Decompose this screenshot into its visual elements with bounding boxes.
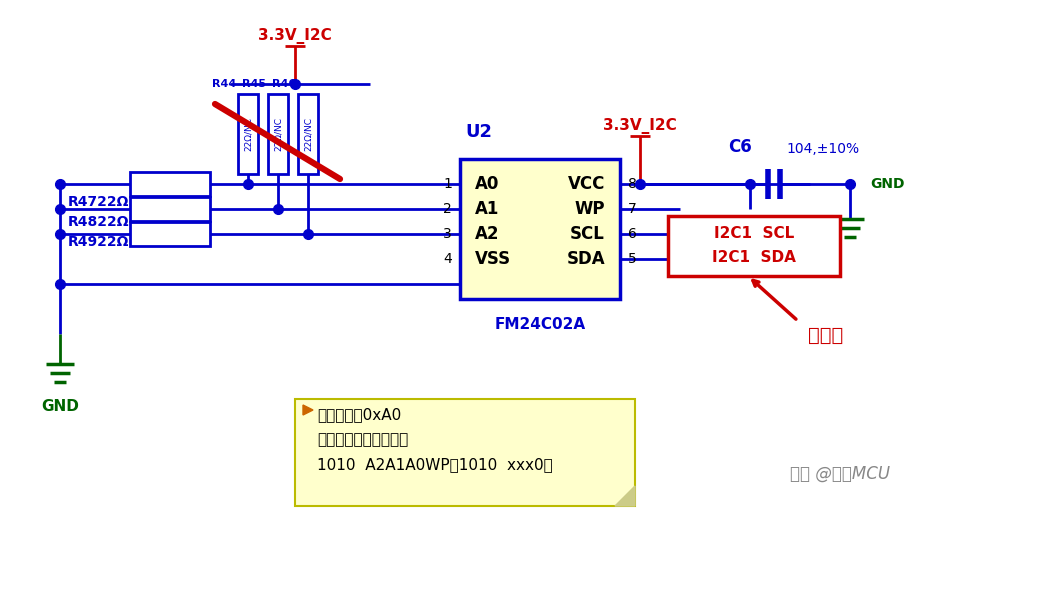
Text: A1: A1 — [475, 200, 500, 218]
Bar — [130, 222, 210, 246]
Text: 22Ω/NC: 22Ω/NC — [304, 117, 312, 151]
Polygon shape — [615, 486, 635, 506]
Text: 3.3V_I2C: 3.3V_I2C — [258, 28, 332, 44]
Text: A0: A0 — [475, 175, 500, 193]
Text: 3: 3 — [443, 227, 452, 241]
Text: 6: 6 — [628, 227, 637, 241]
Text: WP: WP — [575, 200, 605, 218]
Text: 8: 8 — [628, 177, 637, 191]
Text: SCL: SCL — [570, 225, 605, 243]
Bar — [238, 94, 258, 174]
Text: 3.3V_I2C: 3.3V_I2C — [603, 118, 677, 134]
Text: U2: U2 — [465, 123, 492, 141]
Text: A2: A2 — [475, 225, 500, 243]
Text: 地址默认：0xA0: 地址默认：0xA0 — [318, 407, 401, 422]
Text: 1: 1 — [443, 177, 452, 191]
Text: R4922Ω: R4922Ω — [68, 235, 129, 249]
Polygon shape — [303, 405, 313, 415]
Text: 5: 5 — [628, 252, 637, 266]
Text: 通过电阔可选配地址：: 通过电阔可选配地址： — [318, 432, 408, 447]
Text: 22Ω/NC: 22Ω/NC — [244, 117, 253, 151]
Text: 7: 7 — [628, 202, 637, 216]
Bar — [130, 172, 210, 196]
Bar — [295, 399, 635, 506]
Text: 22Ω/NC: 22Ω/NC — [274, 117, 282, 151]
Text: 4: 4 — [443, 252, 452, 266]
Text: GND: GND — [41, 399, 79, 414]
Text: C6: C6 — [729, 138, 752, 156]
Bar — [130, 197, 210, 221]
Text: FM24C02A: FM24C02A — [494, 317, 585, 332]
Text: R44: R44 — [211, 79, 236, 89]
Text: I2C1  SDA: I2C1 SDA — [712, 251, 796, 266]
Text: R4822Ω: R4822Ω — [68, 215, 129, 229]
Text: 知乎 @兔子MCU: 知乎 @兔子MCU — [790, 465, 890, 483]
Text: I2C1  SCL: I2C1 SCL — [714, 226, 794, 242]
Text: 104,±10%: 104,±10% — [786, 142, 859, 156]
Text: 1010  A2A1A0WP（1010  xxx0）: 1010 A2A1A0WP（1010 xxx0） — [318, 457, 553, 472]
Text: VCC: VCC — [567, 175, 605, 193]
Bar — [460, 159, 620, 299]
Text: 2: 2 — [443, 202, 452, 216]
Bar — [268, 94, 288, 174]
Text: R4722Ω: R4722Ω — [68, 195, 129, 209]
Text: 扩展板: 扩展板 — [808, 326, 843, 345]
Bar — [668, 216, 840, 276]
Text: VSS: VSS — [475, 250, 511, 268]
Text: R45: R45 — [242, 79, 266, 89]
Bar — [298, 94, 318, 174]
Text: R46: R46 — [272, 79, 296, 89]
Text: GND: GND — [870, 177, 905, 191]
Text: SDA: SDA — [566, 250, 605, 268]
